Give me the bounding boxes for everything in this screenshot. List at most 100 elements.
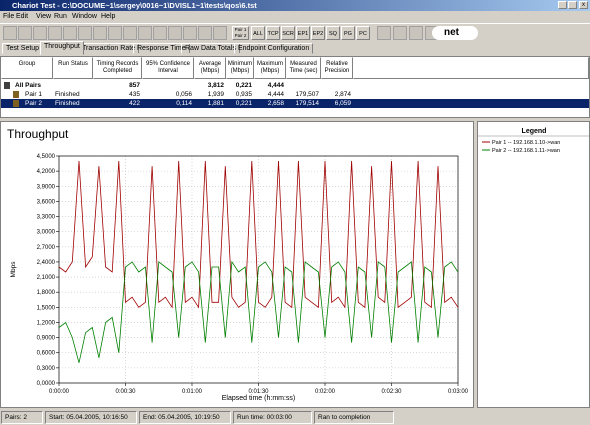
table-cell: 0,056	[175, 91, 192, 98]
header-line: Run Status	[58, 61, 88, 67]
toolbar: Pair 1 Pair 2 ALL TCP SCR EP1 EP2 SQ PG PC net	[0, 23, 590, 41]
button-label: Pair 2	[234, 33, 247, 38]
toolbar-button[interactable]: SQ	[326, 26, 340, 40]
toolbar-icon[interactable]	[377, 26, 391, 40]
toolbar-button[interactable]: Pair 1 Pair 2	[232, 26, 249, 40]
toolbar-icon[interactable]	[33, 26, 47, 40]
series-line	[58, 160, 459, 309]
y-tick-label: 0,0000	[37, 381, 56, 387]
table-cell: Finished	[55, 100, 80, 107]
title-bar: Chariot Test - C:\DOCUME~1\sergey\0016~1…	[0, 0, 590, 11]
table-cell: 422	[129, 100, 140, 107]
header-line: Precision	[324, 68, 350, 74]
x-tick-label: 0:02:00	[315, 389, 336, 395]
table-cell: 0,221	[235, 82, 252, 89]
y-tick-label: 0,6000	[37, 351, 56, 357]
toolbar-button[interactable]: TCP	[266, 26, 280, 40]
table-row[interactable]: Pair 1 Finished 435 0,056 1,939 0,935 4,444 179…	[1, 90, 589, 99]
toolbar-icon[interactable]	[123, 26, 137, 40]
toolbar-icon[interactable]	[48, 26, 62, 40]
header-line: Minimum	[227, 61, 253, 67]
menu-item[interactable]: Help	[101, 13, 116, 20]
table-cell: 0,935	[235, 91, 252, 98]
row-icon	[13, 91, 19, 98]
header-line: Maximum	[256, 61, 283, 67]
table-cell: 6,059	[334, 100, 351, 107]
toolbar-icon[interactable]	[78, 26, 92, 40]
x-tick-label: 0:02:30	[381, 389, 402, 395]
toolbar-button[interactable]: ALL	[251, 26, 265, 40]
tab[interactable]: Endpoint Configuration	[234, 43, 314, 54]
tab[interactable]: Response Time	[133, 43, 190, 54]
close-button[interactable]: x	[579, 1, 588, 9]
menu-item[interactable]: File	[3, 13, 15, 20]
table-header: Minimum (Mbps)	[226, 57, 254, 79]
table-header: Group	[1, 57, 53, 79]
x-tick-label: 0:01:00	[182, 389, 203, 395]
table-cell: 179,514	[295, 100, 320, 107]
toolbar-icon[interactable]	[3, 26, 17, 40]
legend-label: Pair 1 -- 192.168.1.10->wan	[492, 140, 560, 146]
table-row[interactable]: Pair 2 Finished 422 0,114 1,881 0,221 2,658 179…	[1, 99, 589, 108]
legend: Legend Pair 1 -- 192.168.1.10->wan Pair 2 …	[477, 121, 590, 408]
x-axis-label: Elapsed time (h:mm:ss)	[222, 395, 296, 402]
toolbar-icon[interactable]	[168, 26, 182, 40]
toolbar-icon[interactable]	[153, 26, 167, 40]
legend-title: Legend	[522, 128, 547, 135]
table-header: Run Status	[53, 57, 93, 79]
toolbar-icon[interactable]	[198, 26, 212, 40]
status-cell: Start: 05.04.2005, 10:16:50	[45, 411, 137, 424]
table-cell: 2,658	[267, 100, 284, 107]
logo: net	[432, 26, 478, 40]
menu-item[interactable]: View	[36, 13, 52, 20]
table-cell: 4,444	[267, 91, 284, 98]
tab[interactable]: Raw Data Totals	[181, 43, 240, 54]
table-cell: 3,812	[207, 82, 224, 89]
toolbar-button[interactable]: EP2	[311, 26, 325, 40]
y-tick-label: 2,4000	[37, 260, 56, 266]
header-line: Relative	[326, 61, 348, 67]
toolbar-icon[interactable]	[409, 26, 423, 40]
toolbar-icon[interactable]	[393, 26, 407, 40]
x-tick-label: 0:03:00	[448, 389, 469, 395]
results-table: Group Run Status Timing Records Completed 95…	[0, 56, 590, 118]
toolbar-icon[interactable]	[63, 26, 77, 40]
y-tick-label: 4,2000	[37, 169, 56, 175]
y-tick-label: 0,3000	[37, 366, 56, 372]
toolbar-icon[interactable]	[108, 26, 122, 40]
y-axis-label: Mbps	[10, 261, 17, 278]
maximize-button[interactable]	[568, 1, 577, 9]
toolbar-button[interactable]: PG	[341, 26, 355, 40]
toolbar-icon[interactable]	[213, 26, 227, 40]
minimize-button[interactable]	[558, 1, 567, 9]
table-cell: All Pairs	[15, 82, 42, 89]
toolbar-icon[interactable]	[183, 26, 197, 40]
x-tick-label: 0:00:30	[115, 389, 136, 395]
toolbar-icon[interactable]	[138, 26, 152, 40]
toolbar-icon[interactable]	[93, 26, 107, 40]
tab[interactable]: Throughput	[40, 41, 84, 55]
toolbar-button[interactable]: SCR	[281, 26, 295, 40]
toolbar-icon[interactable]	[18, 26, 32, 40]
header-line: Timing Records	[96, 61, 139, 67]
table-cell: 2,874	[334, 91, 351, 98]
button-label: Pair 1	[234, 27, 247, 32]
tab[interactable]: Transaction Rate	[78, 43, 140, 54]
menu-item[interactable]: Edit	[16, 13, 29, 20]
y-tick-label: 0,9000	[37, 336, 56, 342]
table-header: Measured Time (sec)	[286, 57, 321, 79]
menu-item[interactable]: Run	[54, 13, 67, 20]
row-icon	[4, 82, 10, 89]
tab[interactable]: Test Setup	[2, 43, 44, 54]
y-tick-label: 3,3000	[37, 215, 56, 221]
header-line: Interval	[158, 68, 178, 74]
header-line: Time (sec)	[289, 68, 318, 74]
y-tick-label: 1,8000	[37, 290, 56, 296]
menu-item[interactable]: Window	[72, 13, 97, 20]
toolbar-button[interactable]: PC	[356, 26, 370, 40]
toolbar-button[interactable]: EP1	[296, 26, 310, 40]
table-row[interactable]: All Pairs 857 3,812 0,221 4,444	[1, 81, 589, 90]
header-line: Average	[198, 61, 222, 67]
plot-frame	[58, 155, 459, 384]
y-tick-label: 3,9000	[37, 184, 56, 190]
